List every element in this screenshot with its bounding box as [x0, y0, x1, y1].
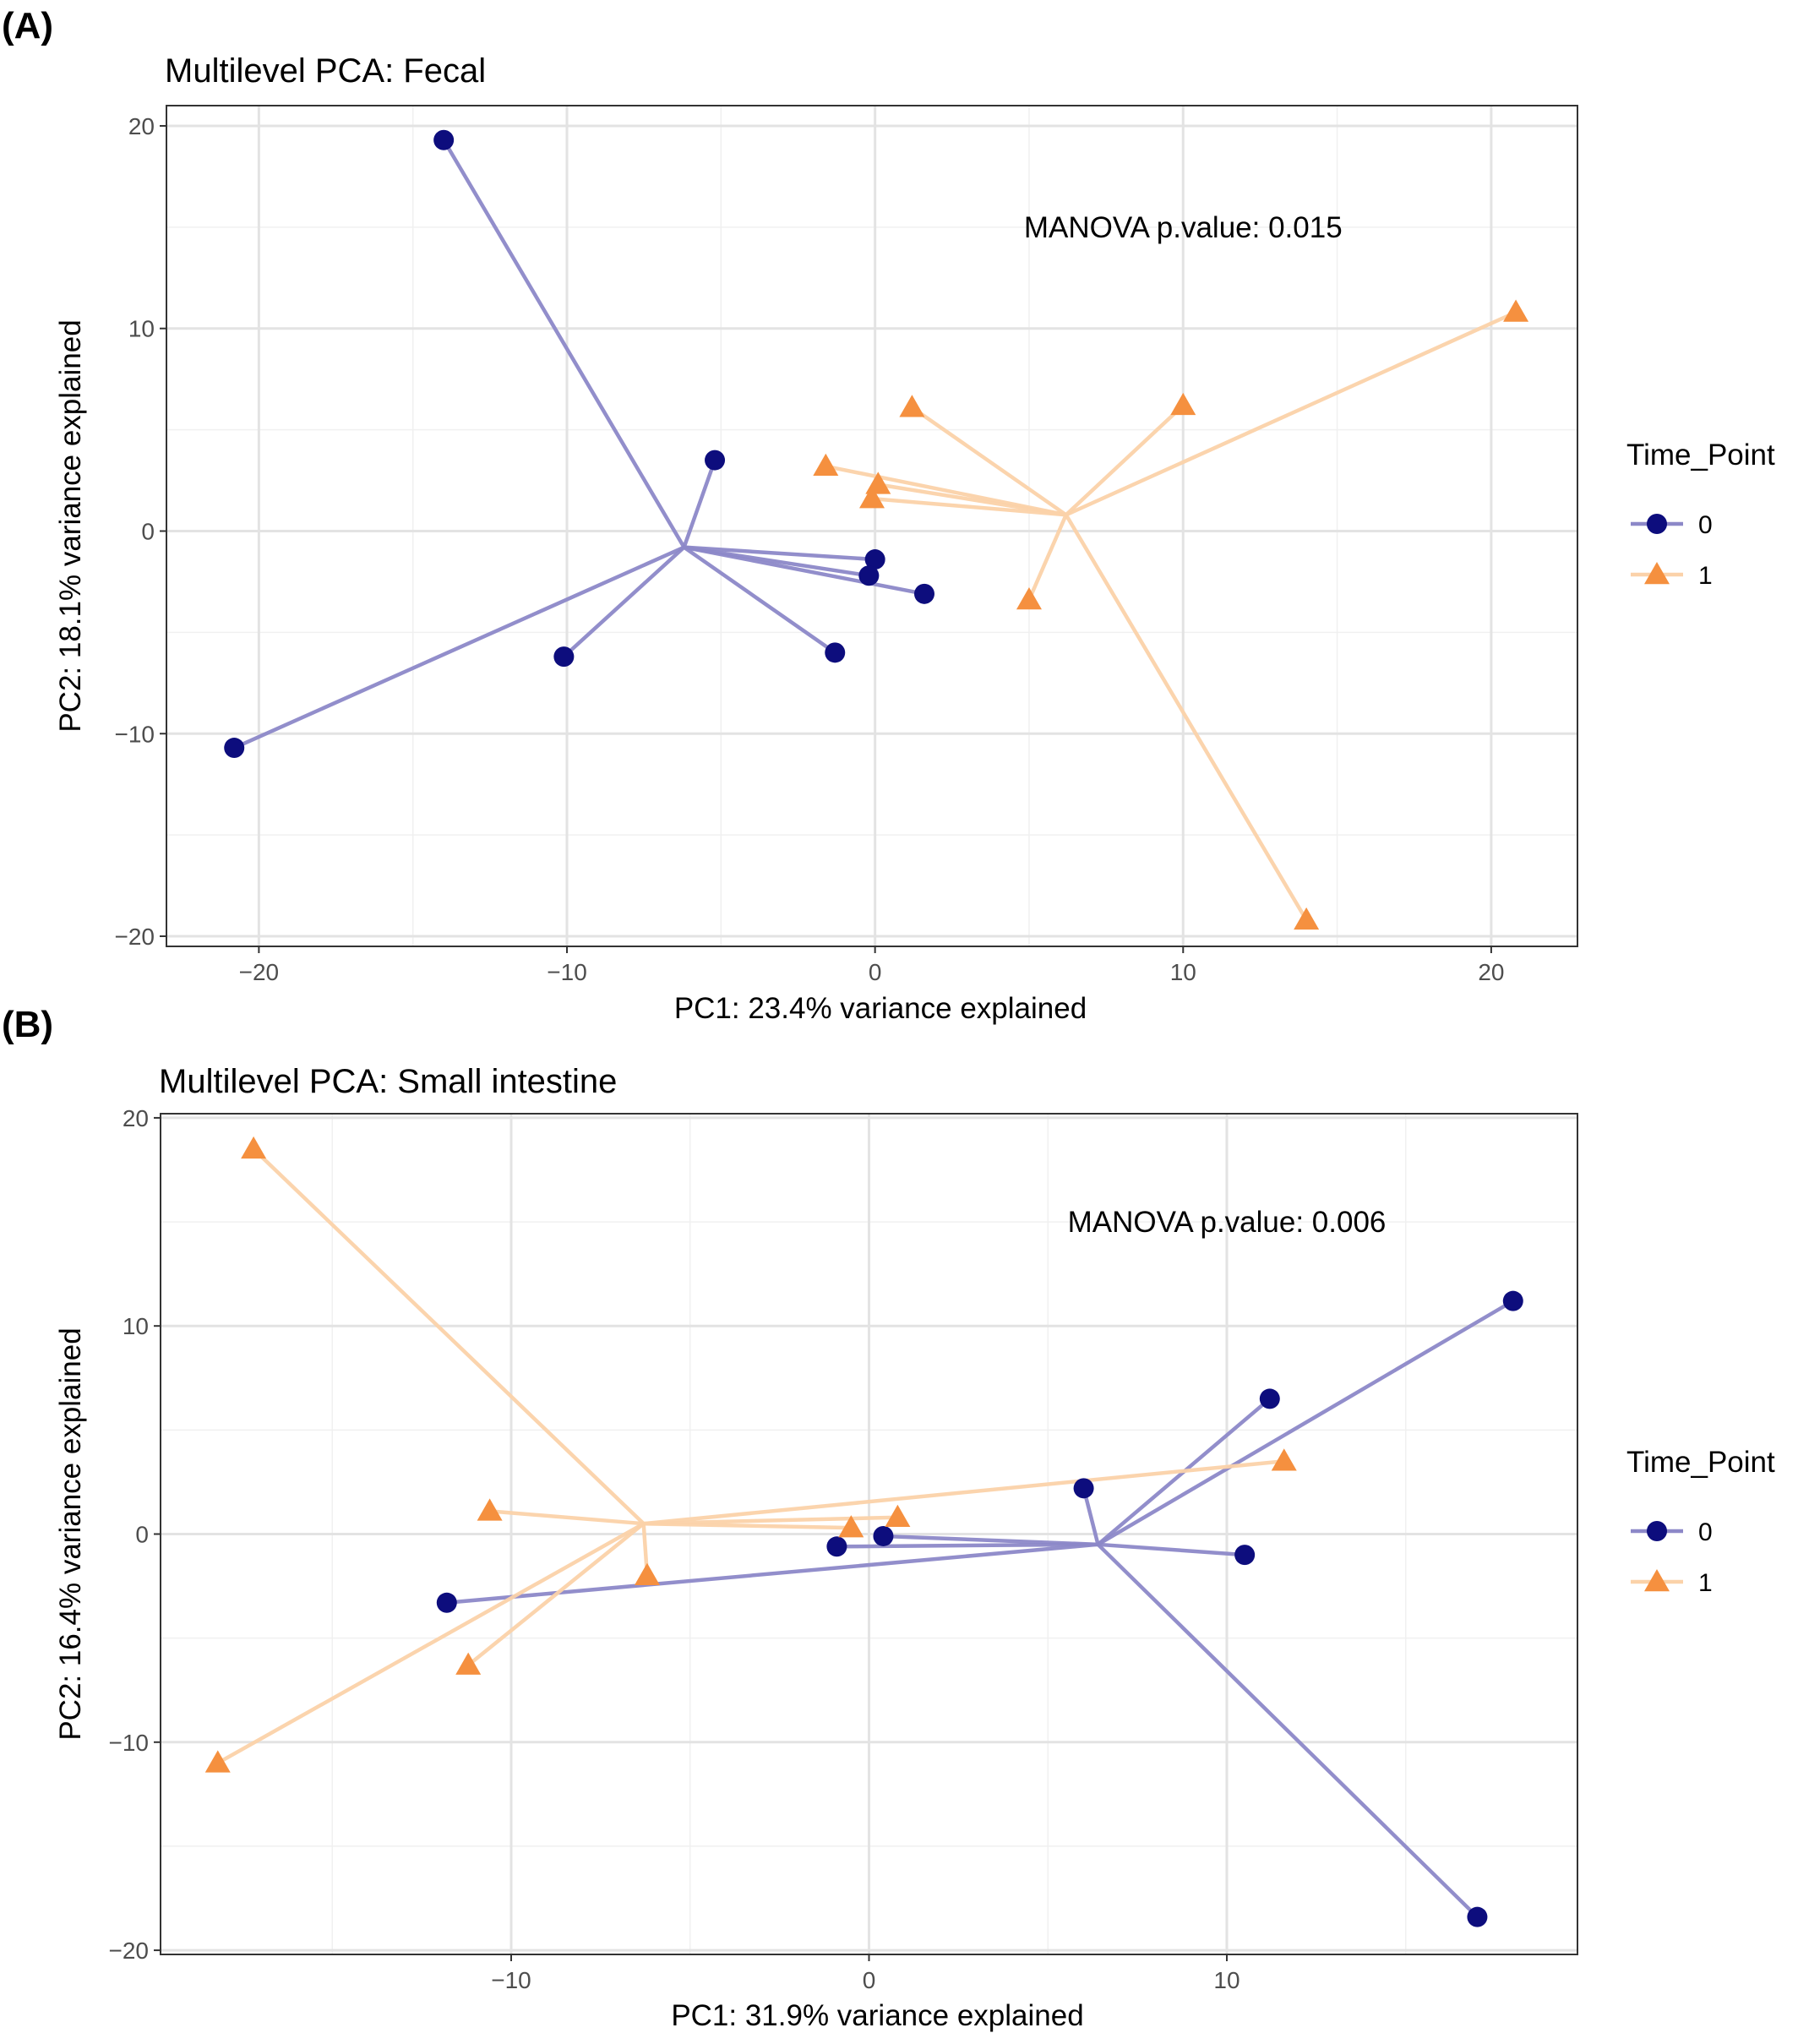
x-tick-label: 0	[863, 1967, 876, 1993]
manova-annotation: MANOVA p.value: 0.015	[1024, 211, 1343, 244]
legend-key-circle	[1647, 514, 1667, 534]
manova-annotation: MANOVA p.value: 0.006	[1068, 1206, 1387, 1239]
y-axis-label: PC2: 18.1% variance explained	[54, 319, 87, 732]
segment-line-tp1	[643, 1515, 898, 1526]
y-tick-label: −20	[115, 924, 155, 950]
y-tick-label: 20	[128, 113, 155, 139]
segment-line-tp1	[1064, 514, 1309, 921]
segment-line-tp1	[489, 1509, 644, 1526]
legend-key-circle	[1647, 1521, 1667, 1541]
segment-line-tp1	[466, 1522, 646, 1667]
chart-title: Multilevel PCA: Small intestine	[159, 1063, 617, 1100]
data-point-tp0	[1467, 1906, 1488, 1927]
data-point-tp1	[899, 395, 925, 417]
data-point-tp1	[634, 1562, 660, 1586]
x-tick-label: 10	[1213, 1967, 1240, 1993]
segment-line-tp1	[877, 482, 1067, 517]
data-point-tp0	[1073, 1478, 1094, 1499]
segment-line-tp0	[442, 139, 686, 548]
data-point-tp1	[859, 486, 885, 509]
data-point-tp1	[885, 1504, 911, 1528]
data-point-tp0	[224, 738, 245, 759]
segment-line-tp0	[233, 545, 685, 750]
segment-line-tp1	[1065, 310, 1517, 517]
segment-line-tp1	[643, 1459, 1284, 1526]
legend-key-triangle	[1644, 562, 1670, 585]
plot-border	[166, 105, 1578, 947]
segment-line-tp1	[871, 496, 1066, 517]
data-point-tp1	[455, 1652, 482, 1675]
data-point-tp1	[204, 1750, 231, 1773]
x-tick-label: −10	[547, 959, 587, 985]
segment-line-tp1	[252, 1147, 646, 1525]
data-point-tp1	[1294, 907, 1320, 930]
chart-title: Multilevel PCA: Fecal	[165, 52, 486, 90]
y-tick-label: −10	[115, 721, 155, 747]
legend-key-triangle	[1644, 1569, 1670, 1592]
data-point-tp0	[1502, 1290, 1523, 1311]
y-tick-label: −20	[109, 1938, 150, 1964]
data-point-tp1	[1503, 299, 1529, 322]
y-axis-label: PC2: 16.4% variance explained	[54, 1327, 87, 1740]
data-point-tp0	[913, 583, 934, 604]
y-tick-label: 20	[123, 1105, 149, 1131]
y-tick-label: 0	[135, 1522, 149, 1548]
panel-label-b: (B)	[2, 1004, 54, 1045]
segment-line-tp1	[911, 406, 1068, 517]
x-tick-label: −20	[239, 959, 280, 985]
legend-title: Time_Point	[1626, 439, 1775, 471]
data-point-tp0	[436, 1592, 457, 1613]
segment-line-tp0	[562, 546, 686, 658]
data-point-tp1	[838, 1515, 864, 1538]
segment-line-tp0	[684, 545, 875, 562]
x-tick-label: 0	[869, 959, 882, 985]
segment-line-tp0	[1098, 1542, 1245, 1557]
data-point-tp0	[553, 646, 575, 668]
data-point-tp0	[1234, 1545, 1256, 1566]
segment-line-tp0	[684, 545, 925, 597]
data-point-tp0	[1259, 1388, 1280, 1409]
data-point-tp0	[864, 549, 885, 570]
y-tick-label: 10	[123, 1313, 149, 1339]
segment-line-tp0	[1096, 1543, 1479, 1919]
data-point-tp0	[705, 450, 726, 471]
segment-line-tp1	[1065, 404, 1185, 516]
panel-label-a: (A)	[2, 5, 54, 46]
y-tick-label: 10	[128, 316, 155, 342]
plot-background	[166, 106, 1577, 946]
data-point-tp0	[825, 642, 846, 663]
x-tick-label: 10	[1170, 959, 1196, 985]
legend-label: 0	[1698, 511, 1713, 539]
x-tick-label: −10	[491, 1967, 531, 1993]
data-point-tp1	[1016, 587, 1042, 610]
segment-line-tp0	[683, 545, 836, 655]
y-tick-label: 0	[141, 518, 155, 544]
legend-title: Time_Point	[1626, 1446, 1775, 1479]
segment-line-tp0	[682, 459, 717, 548]
segment-line-tp1	[216, 1522, 645, 1765]
data-point-tp0	[826, 1536, 847, 1557]
legend-label: 0	[1698, 1518, 1713, 1546]
segment-line-tp1	[1027, 514, 1068, 601]
data-point-tp1	[1271, 1448, 1297, 1471]
data-point-tp1	[1170, 392, 1196, 416]
segment-line-tp0	[1097, 1299, 1514, 1546]
data-point-tp1	[813, 453, 839, 477]
segment-line-tp0	[836, 1542, 1098, 1549]
data-point-tp1	[477, 1498, 503, 1521]
data-point-tp0	[873, 1525, 894, 1546]
legend-label: 1	[1698, 1569, 1713, 1597]
legend-label: 1	[1698, 562, 1713, 590]
data-point-tp0	[858, 565, 880, 586]
x-axis-label: PC1: 23.4% variance explained	[674, 992, 1087, 1025]
x-axis-label: PC1: 31.9% variance explained	[671, 1999, 1083, 2032]
y-tick-label: −10	[109, 1730, 150, 1756]
x-tick-label: 20	[1478, 959, 1504, 985]
data-point-tp1	[241, 1136, 267, 1159]
data-point-tp0	[433, 129, 455, 150]
